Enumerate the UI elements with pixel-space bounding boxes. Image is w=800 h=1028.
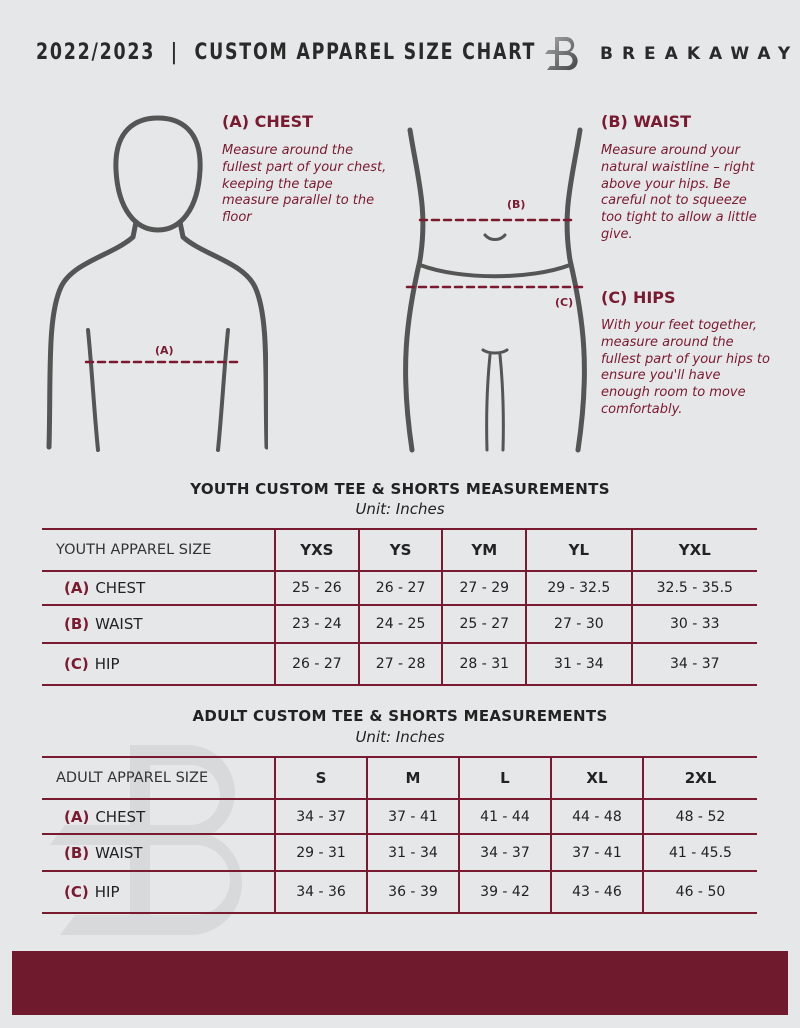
youth-table-title: YOUTH CUSTOM TEE & SHORTS MEASUREMENTS bbox=[190, 480, 610, 498]
measurement-label: (C) HIP bbox=[42, 870, 275, 914]
table-cell: 23 - 24 bbox=[274, 604, 359, 644]
table-cell: 44 - 48 bbox=[549, 798, 643, 835]
table-cell: 25 - 26 bbox=[274, 570, 359, 606]
table-cell: 37 - 41 bbox=[549, 833, 643, 872]
table-cell: 34 - 37 bbox=[457, 833, 551, 872]
size-header: YOUTH APPAREL SIZE bbox=[42, 528, 275, 572]
table-cell: 34 - 36 bbox=[274, 870, 367, 914]
size-column-header: M bbox=[365, 756, 459, 800]
lower-body-figure bbox=[403, 127, 587, 453]
table-cell: 30 - 33 bbox=[630, 604, 757, 644]
size-header: ADULT APPAREL SIZE bbox=[42, 756, 275, 800]
table-cell: 26 - 27 bbox=[274, 642, 359, 686]
table-cell: 29 - 32.5 bbox=[525, 570, 632, 606]
hips-description: With your feet together, measure around … bbox=[601, 318, 770, 417]
hips-heading: (C) HIPS bbox=[601, 288, 676, 307]
table-cell: 43 - 46 bbox=[549, 870, 643, 914]
measurement-name: CHEST bbox=[95, 807, 146, 826]
table-header-row: ADULT APPAREL SIZE S M L XL 2XL bbox=[42, 756, 757, 800]
measurement-label: (A) CHEST bbox=[42, 798, 275, 835]
breakaway-logo-icon bbox=[545, 37, 578, 71]
table-cell: 31 - 34 bbox=[525, 642, 632, 686]
table-cell: 25 - 27 bbox=[441, 604, 527, 644]
size-column-header: S bbox=[274, 756, 367, 800]
table-cell: 27 - 30 bbox=[525, 604, 632, 644]
measurement-name: CHEST bbox=[95, 579, 146, 597]
table-cell: 34 - 37 bbox=[274, 798, 367, 835]
table-cell: 32.5 - 35.5 bbox=[630, 570, 757, 606]
measurement-name: WAIST bbox=[95, 615, 143, 633]
measurement-label: (B) WAIST bbox=[42, 604, 275, 644]
youth-size-table: YOUTH APPAREL SIZE YXS YS YM YL YXL (A) CHEST 25… bbox=[42, 528, 757, 686]
table-row: (C) HIP 26 - 27 27 - 28 28 - 31 31 - 34 34 - 3… bbox=[42, 642, 757, 686]
table-cell: 41 - 45.5 bbox=[641, 833, 757, 872]
measurement-name: WAIST bbox=[95, 843, 143, 862]
table-cell: 26 - 27 bbox=[357, 570, 443, 606]
size-column-header: XL bbox=[549, 756, 643, 800]
adult-size-table: ADULT APPAREL SIZE S M L XL 2XL (A) CHEST 34 - 3… bbox=[42, 756, 757, 914]
size-column-header: YM bbox=[441, 528, 527, 572]
measurement-label: (B) WAIST bbox=[42, 833, 275, 872]
table-cell: 24 - 25 bbox=[357, 604, 443, 644]
chest-marker: (A) bbox=[155, 344, 174, 357]
size-column-header: YXS bbox=[274, 528, 359, 572]
youth-unit: Unit: Inches bbox=[355, 500, 445, 518]
table-cell: 27 - 29 bbox=[441, 570, 527, 606]
table-row: (B) WAIST 29 - 31 31 - 34 34 - 37 37 - 41 41 -… bbox=[42, 833, 757, 872]
measurement-label: (C) HIP bbox=[42, 642, 275, 686]
size-column-header: YXL bbox=[630, 528, 757, 572]
measurement-code: (A) bbox=[64, 807, 90, 826]
table-cell: 27 - 28 bbox=[357, 642, 443, 686]
table-header-row: YOUTH APPAREL SIZE YXS YS YM YL YXL bbox=[42, 528, 757, 572]
table-cell: 37 - 41 bbox=[365, 798, 459, 835]
table-cell: 39 - 42 bbox=[457, 870, 551, 914]
table-cell: 48 - 52 bbox=[641, 798, 757, 835]
measurement-code: (B) bbox=[64, 843, 90, 862]
measurement-label: (A) CHEST bbox=[42, 570, 275, 606]
adult-unit: Unit: Inches bbox=[355, 728, 445, 746]
size-column-header: YS bbox=[357, 528, 443, 572]
table-row: (A) CHEST 25 - 26 26 - 27 27 - 29 29 - 32.5 32… bbox=[42, 570, 757, 606]
table-row: (B) WAIST 23 - 24 24 - 25 25 - 27 27 - 30 30 -… bbox=[42, 604, 757, 644]
table-cell: 46 - 50 bbox=[641, 870, 757, 914]
table-cell: 31 - 34 bbox=[365, 833, 459, 872]
waist-description: Measure around your natural waistline – … bbox=[601, 143, 757, 242]
table-cell: 34 - 37 bbox=[630, 642, 757, 686]
table-row: (C) HIP 34 - 36 36 - 39 39 - 42 43 - 46 46 - 5… bbox=[42, 870, 757, 914]
size-column-header: 2XL bbox=[641, 756, 757, 800]
measurement-code: (C) bbox=[64, 655, 89, 673]
size-column-header: YL bbox=[525, 528, 632, 572]
waist-marker: (B) bbox=[507, 198, 526, 211]
chest-description: Measure around the fullest part of your … bbox=[222, 143, 387, 226]
measurement-code: (C) bbox=[64, 883, 89, 901]
measurement-code: (B) bbox=[64, 615, 90, 633]
adult-table-title: ADULT CUSTOM TEE & SHORTS MEASUREMENTS bbox=[192, 707, 608, 725]
table-cell: 29 - 31 bbox=[274, 833, 367, 872]
footer-band bbox=[12, 951, 788, 1015]
measurement-name: HIP bbox=[94, 883, 120, 901]
size-column-header: L bbox=[457, 756, 551, 800]
waist-heading: (B) WAIST bbox=[601, 112, 692, 131]
table-cell: 28 - 31 bbox=[441, 642, 527, 686]
hips-marker: (C) bbox=[555, 296, 574, 309]
chest-heading: (A) CHEST bbox=[222, 112, 314, 131]
table-row: (A) CHEST 34 - 37 37 - 41 41 - 44 44 - 48 48 -… bbox=[42, 798, 757, 835]
page-title: 2022/2023 | CUSTOM APPAREL SIZE CHART bbox=[36, 40, 537, 65]
upper-body-figure bbox=[46, 115, 268, 452]
brand-name: BREAKAWAY bbox=[600, 44, 800, 64]
table-cell: 41 - 44 bbox=[457, 798, 551, 835]
measurement-code: (A) bbox=[64, 579, 90, 597]
table-cell: 36 - 39 bbox=[365, 870, 459, 914]
measurement-name: HIP bbox=[94, 655, 120, 673]
